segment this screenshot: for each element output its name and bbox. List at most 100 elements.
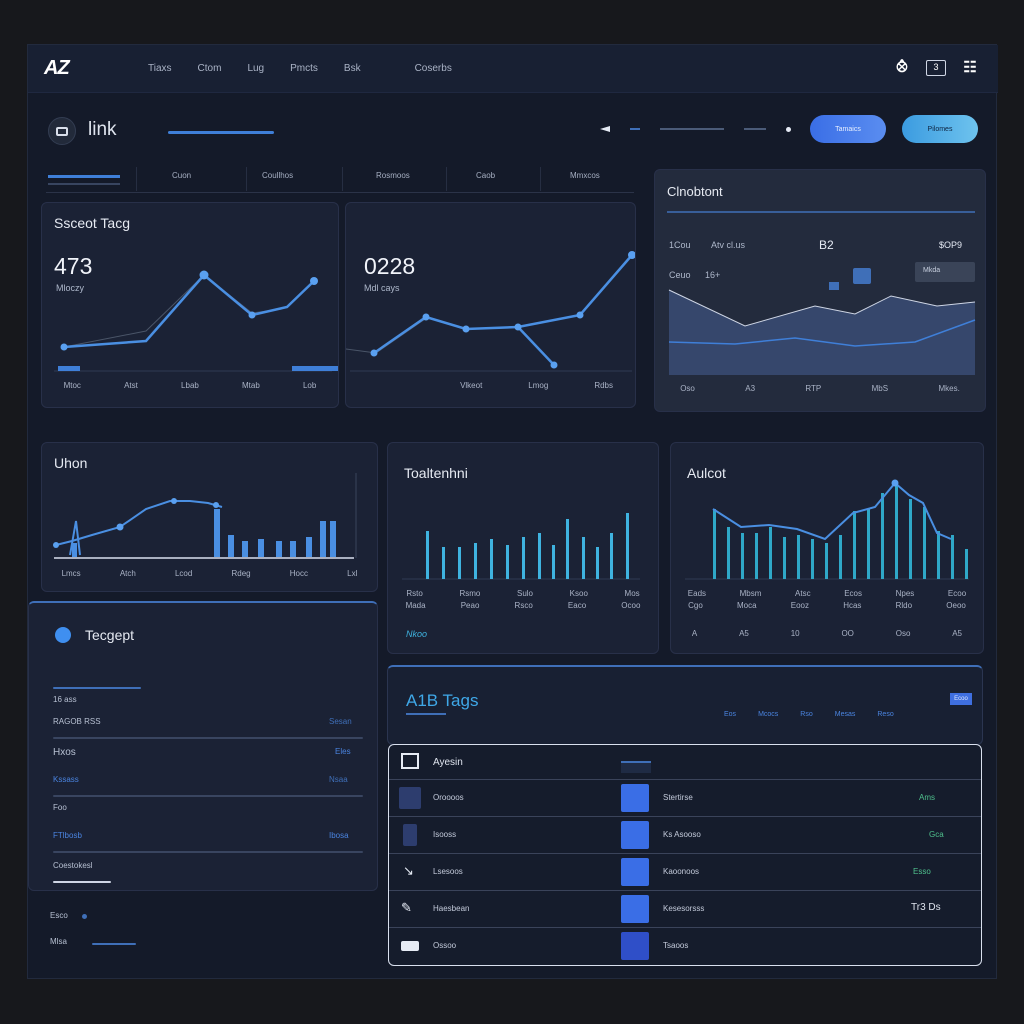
chart-point[interactable] (213, 502, 219, 508)
page-icon[interactable] (48, 117, 76, 145)
bar[interactable] (797, 535, 800, 579)
bar[interactable] (552, 545, 555, 579)
tag-filter[interactable]: Mesas (834, 711, 856, 718)
bar[interactable] (596, 547, 599, 579)
bar[interactable] (937, 531, 940, 579)
tab-3[interactable]: Rosmoos (376, 171, 410, 180)
bar[interactable] (783, 537, 786, 579)
bar[interactable] (228, 535, 234, 557)
bar[interactable] (951, 535, 954, 579)
bar[interactable] (741, 533, 744, 579)
chart-point[interactable] (550, 361, 558, 369)
logo-mark-icon[interactable]: ⨶ (896, 59, 908, 76)
bar[interactable] (320, 521, 326, 557)
bar[interactable] (214, 509, 220, 557)
bar[interactable] (258, 539, 264, 557)
tab-4[interactable]: Caob (476, 171, 496, 180)
table-header-tab[interactable] (621, 761, 651, 773)
chart-point[interactable] (199, 270, 209, 280)
tag-badge[interactable]: Ecoo (950, 693, 972, 705)
tag-filter[interactable]: Rso (800, 711, 813, 718)
nav-item-1[interactable]: Tiaxs (148, 63, 172, 74)
bar[interactable] (909, 499, 912, 579)
bar[interactable] (965, 549, 968, 579)
bar[interactable] (610, 533, 613, 579)
bar[interactable] (881, 493, 884, 579)
tab-1[interactable]: Cuon (172, 171, 192, 180)
bar[interactable] (490, 539, 493, 579)
bar[interactable] (426, 531, 429, 579)
chart-point[interactable] (462, 325, 470, 333)
bar[interactable] (276, 541, 282, 557)
bar[interactable] (474, 543, 477, 579)
table-row[interactable]: ✎ Haesbean Kesesorsss Tr3 Ds (389, 890, 981, 927)
secondary-button[interactable]: Pilomes (902, 115, 978, 143)
chart-point[interactable] (171, 498, 177, 504)
app-logo[interactable]: AZ (44, 57, 70, 79)
chart-point[interactable] (248, 311, 256, 319)
bar[interactable] (330, 521, 336, 557)
chart-point[interactable] (628, 251, 636, 259)
x-tick: Atch (119, 569, 136, 578)
bar[interactable] (290, 541, 296, 557)
bar[interactable] (626, 513, 629, 579)
bar[interactable] (566, 519, 569, 579)
chart-point[interactable] (310, 277, 318, 285)
user-icon[interactable]: ☷ (963, 59, 977, 76)
bar[interactable] (769, 527, 772, 579)
nav-item-3[interactable]: Lug (247, 63, 265, 74)
bar[interactable] (895, 483, 898, 579)
table-row[interactable]: ↘ Lsesoos Kaoonoos Esso (389, 853, 981, 890)
chart-point[interactable] (514, 323, 522, 331)
range-badge[interactable]: Mkda (915, 262, 975, 282)
chart-scroll-right[interactable] (292, 366, 339, 371)
primary-button[interactable]: Tamaics (810, 115, 886, 143)
bar[interactable] (755, 533, 758, 579)
bar[interactable] (839, 535, 842, 579)
table-row[interactable]: Ossoo Tsaoos (389, 927, 981, 964)
bar[interactable] (923, 507, 926, 579)
notification-count-icon[interactable]: 3 (926, 60, 946, 76)
bar[interactable] (506, 545, 509, 579)
chart-point[interactable] (370, 349, 378, 357)
bar[interactable] (853, 511, 856, 579)
bar[interactable] (306, 537, 312, 557)
chart-point[interactable] (891, 479, 899, 487)
nav-item-4[interactable]: Pmcts (290, 63, 318, 74)
tag-filter[interactable]: Mcocs (758, 711, 779, 718)
bar[interactable] (867, 509, 870, 579)
dot-icon[interactable] (786, 126, 791, 132)
chart-point[interactable] (60, 343, 68, 351)
tab-2[interactable]: Coullhos (262, 171, 294, 180)
bar[interactable] (522, 537, 525, 579)
bar[interactable] (713, 509, 716, 579)
marker-icon-small[interactable] (829, 282, 839, 290)
table-header-icon[interactable] (401, 753, 419, 769)
nav-item-2[interactable]: Ctom (197, 63, 222, 74)
bar[interactable] (72, 543, 77, 557)
bar[interactable] (538, 533, 541, 579)
nav-item-5[interactable]: Bsk (343, 63, 361, 74)
bar[interactable] (582, 537, 585, 579)
chart-scroll-left[interactable] (58, 366, 80, 371)
bar[interactable] (727, 527, 730, 579)
chart-point[interactable] (576, 311, 584, 319)
tag-filter[interactable]: Eos (724, 711, 737, 718)
chart-point[interactable] (53, 542, 59, 548)
bar[interactable] (825, 543, 828, 579)
chart-point[interactable] (422, 313, 430, 321)
line-chart-2 (346, 251, 636, 372)
tag-filter[interactable]: Reso (877, 711, 894, 718)
main-nav: Tiaxs Ctom Lug Pmcts Bsk Coserbs (148, 63, 452, 74)
chart-point[interactable] (116, 523, 124, 531)
table-row[interactable]: Oroooos Stertirse Ams (389, 779, 981, 816)
bar[interactable] (811, 539, 814, 579)
table-row[interactable]: Isooss Ks Asooso Gca (389, 816, 981, 853)
back-arrow-icon[interactable] (600, 126, 610, 132)
tab-5[interactable]: Mmxcos (570, 171, 600, 180)
marker-icon[interactable] (853, 268, 871, 284)
bar[interactable] (458, 547, 461, 579)
nav-item-6[interactable]: Coserbs (414, 63, 452, 74)
bar[interactable] (442, 547, 445, 579)
bar[interactable] (242, 541, 248, 557)
